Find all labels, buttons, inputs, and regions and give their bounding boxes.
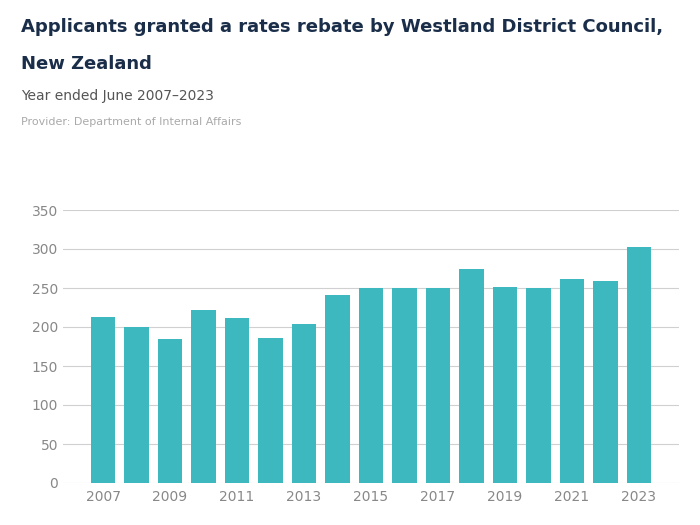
Bar [326, 295, 349, 483]
Text: New Zealand: New Zealand [21, 55, 152, 73]
Text: Provider: Department of Internal Affairs: Provider: Department of Internal Affairs [21, 117, 241, 127]
Bar [459, 269, 484, 483]
Bar [393, 288, 416, 483]
Text: Year ended June 2007–2023: Year ended June 2007–2023 [21, 89, 214, 103]
Bar [158, 340, 182, 483]
Bar [594, 281, 617, 483]
Bar [627, 247, 651, 483]
Bar [225, 319, 249, 483]
Bar [359, 288, 383, 483]
Bar [292, 324, 316, 483]
Text: figure.nz: figure.nz [589, 25, 680, 43]
Bar [493, 287, 517, 483]
Bar [91, 317, 115, 483]
Bar [426, 288, 450, 483]
Bar [560, 279, 584, 483]
Bar [258, 338, 283, 483]
Bar [192, 310, 216, 483]
Bar [526, 288, 550, 483]
Text: Applicants granted a rates rebate by Westland District Council,: Applicants granted a rates rebate by Wes… [21, 18, 663, 36]
Bar [125, 327, 148, 483]
